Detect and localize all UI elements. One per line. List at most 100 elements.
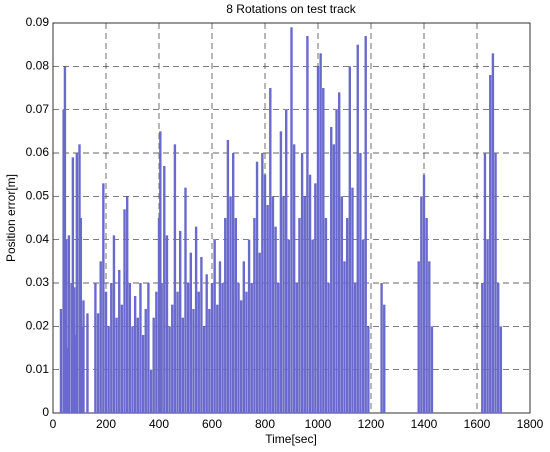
- x-tick-label: 800: [255, 417, 275, 431]
- bar: [82, 300, 85, 413]
- bar: [356, 44, 359, 414]
- bar: [425, 218, 428, 413]
- bar: [181, 317, 185, 413]
- bar: [290, 27, 293, 413]
- bar: [258, 252, 261, 413]
- bar: [112, 235, 116, 413]
- bar: [176, 291, 179, 413]
- bar: [165, 235, 169, 413]
- bar: [364, 36, 367, 413]
- bar: [343, 261, 346, 413]
- bar: [359, 153, 362, 413]
- bar: [497, 283, 500, 413]
- bar: [489, 75, 492, 413]
- bar: [287, 239, 291, 413]
- bar: [73, 287, 76, 413]
- bar: [141, 335, 145, 413]
- bar: [65, 239, 68, 413]
- bar: [491, 53, 495, 413]
- x-tick-label: 0: [50, 417, 57, 431]
- bar: [340, 196, 344, 413]
- y-tick-label: 0.02: [26, 319, 50, 333]
- bar: [324, 218, 328, 413]
- bar: [417, 261, 420, 413]
- bar: [67, 235, 71, 413]
- bar: [242, 261, 245, 413]
- bar: [486, 239, 489, 413]
- bar: [348, 66, 351, 413]
- bar: [345, 218, 349, 413]
- bar: [295, 283, 298, 413]
- bar: [316, 66, 320, 413]
- x-tick-label: 1600: [464, 417, 491, 431]
- bar: [234, 218, 238, 413]
- bar: [96, 313, 100, 413]
- bar: [197, 291, 200, 413]
- bar: [213, 239, 216, 413]
- bar: [279, 131, 283, 414]
- bar: [335, 109, 338, 414]
- bar: [261, 153, 264, 413]
- bar: [285, 109, 288, 414]
- bar: [184, 187, 187, 413]
- bar: [157, 218, 161, 413]
- bar: [420, 196, 423, 413]
- bar: [192, 309, 195, 413]
- y-tick-label: 0.05: [26, 189, 50, 203]
- bar: [338, 92, 341, 413]
- bar: [189, 252, 192, 413]
- bar: [298, 218, 301, 413]
- bar: [131, 326, 134, 413]
- bar: [229, 196, 232, 413]
- x-tick-label: 400: [149, 417, 169, 431]
- bar: [499, 326, 503, 413]
- bar: [483, 153, 487, 413]
- bar: [428, 261, 431, 413]
- bar: [144, 309, 147, 413]
- bar: [159, 131, 162, 414]
- bar: [63, 66, 67, 413]
- bar: [383, 304, 386, 413]
- y-tick-label: 0.01: [26, 362, 50, 376]
- bar: [59, 309, 63, 413]
- bar: [62, 109, 65, 414]
- bar: [66, 348, 69, 413]
- x-tick-label: 1000: [305, 417, 332, 431]
- bar: [71, 157, 75, 413]
- bar: [216, 304, 219, 413]
- bar: [266, 205, 269, 413]
- bar: [194, 226, 198, 413]
- bar: [367, 326, 370, 413]
- bar: [126, 196, 129, 413]
- bar: [330, 127, 333, 413]
- bar: [200, 257, 203, 413]
- bar: [115, 317, 118, 413]
- bar: [171, 304, 174, 413]
- bar: [300, 153, 304, 413]
- bar: [224, 218, 227, 413]
- bar: [308, 174, 312, 413]
- bar: [80, 326, 84, 413]
- bar: [422, 174, 426, 413]
- bar: [292, 144, 296, 414]
- x-tick-label: 600: [202, 417, 222, 431]
- chart-title: 8 Rotations on test track: [226, 2, 356, 16]
- bar: [351, 187, 354, 413]
- bar: [168, 326, 171, 413]
- bar: [179, 231, 182, 413]
- bar: [104, 291, 108, 413]
- bar: [133, 296, 137, 413]
- x-axis-label: Time[sec]: [265, 432, 317, 446]
- bar: [99, 261, 102, 413]
- bar: [205, 274, 208, 413]
- bar: [245, 291, 248, 413]
- y-tick-label: 0.07: [26, 102, 50, 116]
- bar: [186, 283, 190, 413]
- bar: [253, 218, 256, 413]
- bar: [74, 335, 77, 413]
- y-axis-label: Position error[m]: [4, 174, 18, 262]
- bar: [218, 261, 222, 413]
- bar: [221, 283, 224, 413]
- bar: [110, 283, 113, 413]
